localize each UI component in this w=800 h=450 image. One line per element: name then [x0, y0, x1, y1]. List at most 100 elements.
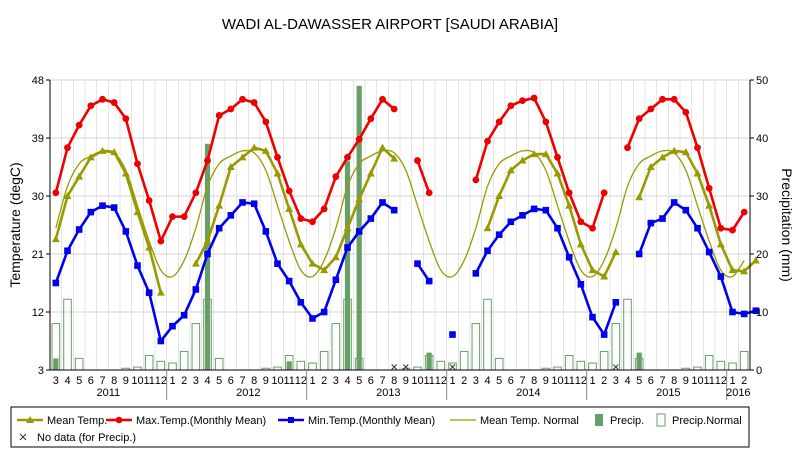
x-month-label: 10 [131, 375, 143, 387]
min-temp-point [635, 250, 643, 258]
mean-temp-point [495, 192, 504, 199]
max-temp-point [390, 105, 398, 113]
max-temp-point [367, 115, 375, 123]
mean-temp-point [530, 150, 539, 158]
min-temp-point [670, 199, 678, 206]
x-month-label: 9 [683, 375, 689, 387]
mean-temp-point [320, 266, 329, 274]
max-temp-point [64, 144, 71, 152]
mean-temp-point [331, 253, 340, 261]
mean-temp-point [285, 204, 294, 212]
x-month-label: 5 [76, 375, 82, 387]
x-month-label: 11 [563, 375, 574, 387]
y-left-tick-label: 21 [32, 249, 44, 261]
precip-normal-bar [728, 362, 737, 371]
precip-normal-bar [144, 355, 154, 371]
min-temp-point [367, 215, 375, 222]
mean-temp-point [156, 288, 165, 296]
x-month-label: 2 [181, 375, 187, 387]
min-temp-point [705, 248, 713, 256]
max-temp-point [600, 189, 608, 197]
precip-normal-bar [564, 355, 574, 371]
x-month-label: 6 [648, 375, 654, 387]
x-month-label: 1 [449, 375, 455, 387]
precip-bar [286, 361, 292, 370]
mean-temp-point [121, 169, 130, 177]
x-month-label: 2 [321, 375, 327, 387]
x-month-label: 5 [496, 375, 502, 387]
precip-bar [636, 352, 642, 370]
mean-temp-point [693, 169, 702, 177]
mean-temp-point [191, 259, 200, 267]
mean-temp-point [51, 235, 60, 243]
precip-normal-bar [308, 362, 317, 371]
x-month-label: 3 [193, 375, 199, 387]
max-temp-point [507, 102, 515, 110]
legend: Mean Temp. Max.Temp.(Monthly Mean) Min.Tem… [10, 406, 750, 448]
max-temp-point [215, 112, 223, 119]
y-right-tick-label: 10 [756, 307, 768, 319]
min-temp-point [75, 226, 83, 233]
x-month-label: 5 [636, 375, 642, 387]
y-right-tick-label: 40 [756, 133, 768, 145]
max-temp-point [169, 213, 176, 221]
mean-temp-point [646, 163, 655, 170]
y-left-tick-label: 3 [38, 365, 44, 377]
mean-temp-point [390, 154, 399, 162]
x-month-label: 3 [53, 375, 59, 387]
x-month-label: 12 [155, 375, 167, 387]
x-month-label: 1 [309, 375, 315, 387]
y-left-tick-label: 12 [32, 307, 44, 319]
mean-temp-point [203, 237, 212, 245]
max-temp-line [416, 160, 431, 194]
x-month-label: 12 [715, 375, 727, 387]
mean-temp-point [238, 153, 247, 161]
x-month-label: 8 [111, 375, 117, 387]
mean-temp-point [553, 169, 562, 177]
x-month-label: 11 [143, 375, 154, 387]
x-month-label: 3 [333, 375, 339, 387]
min-temp-point [530, 205, 538, 213]
precip-normal-bar [296, 360, 306, 371]
min-temp-point [320, 308, 328, 316]
min-temp-point [495, 231, 503, 238]
precip-normal-bar [471, 323, 481, 371]
mean-normal-line [55, 149, 745, 278]
precip-bar [53, 358, 59, 370]
max-temp-point [425, 189, 433, 197]
x-month-label: 10 [691, 375, 703, 387]
mean-temp-line [54, 149, 163, 293]
x-month-label: 7 [239, 375, 245, 387]
mean-temp-point [705, 201, 714, 209]
min-temp-point [332, 276, 340, 284]
legend-swatch-marker [115, 416, 123, 424]
x-month-label: 4 [204, 375, 210, 387]
precip-bar [426, 352, 432, 370]
min-temp-point [682, 206, 690, 214]
precip-normal-bar [214, 357, 224, 371]
x-year-label: 2011 [97, 387, 121, 399]
x-year-label: 2015 [656, 387, 680, 399]
precip-normal-bar [599, 350, 609, 371]
x-month-label: 3 [613, 375, 619, 387]
mean-temp-point [751, 256, 760, 264]
min-temp-point [717, 273, 725, 280]
mean-temp-point [518, 156, 527, 164]
max-temp-point [134, 160, 141, 168]
legend-label-mean: Mean Temp. [47, 415, 107, 427]
min-temp-point [309, 315, 316, 322]
chart-title: WADI AL-DAWASSER AIRPORT [SAUDI ARABIA] [222, 16, 558, 33]
x-month-label: 7 [99, 375, 105, 387]
temperature-series [51, 94, 760, 345]
mean-temp-point [133, 208, 142, 216]
x-month-label: 8 [391, 375, 397, 387]
min-temp-point [145, 289, 153, 296]
max-temp-point [519, 97, 526, 105]
x-year-label: 2012 [236, 387, 260, 399]
min-temp-point [169, 322, 176, 330]
max-temp-point [87, 102, 95, 110]
max-temp-point [157, 237, 165, 245]
max-temp-point [262, 118, 270, 126]
min-temp-point [729, 308, 736, 316]
